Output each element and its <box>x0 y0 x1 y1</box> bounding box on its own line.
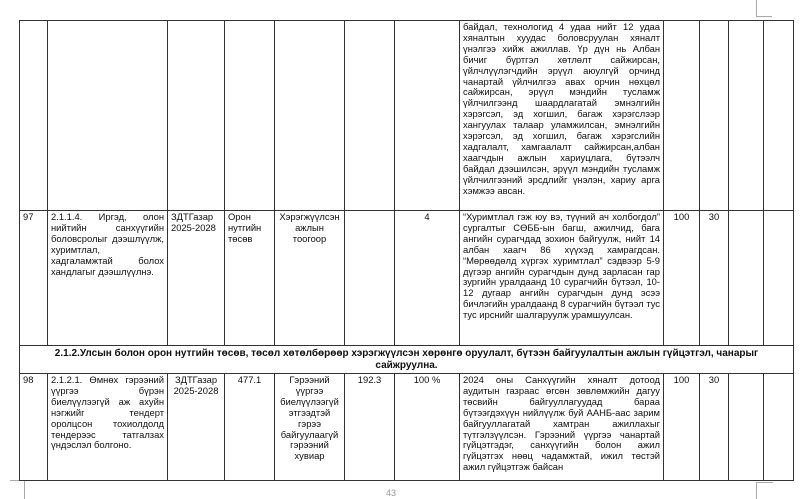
organization-cell <box>167 20 225 211</box>
page-corner-mark-bottom-right <box>756 482 773 499</box>
score-cell: 100 <box>663 210 700 346</box>
budget-cell: 477.1 <box>224 373 275 481</box>
empty-cell <box>728 210 764 346</box>
baseline-cell <box>344 210 395 346</box>
score-cell: 30 <box>699 373 729 481</box>
score-cell <box>699 20 729 211</box>
row-number: 98 <box>19 373 48 481</box>
budget-cell: Орон нутгийн төсөв <box>224 210 275 346</box>
table-row: байдал, технологид 4 удаа нийт 12 удаа х… <box>19 20 794 211</box>
score-cell: 100 <box>663 373 700 481</box>
target-cell: 4 <box>394 210 460 346</box>
table-row: 97 2.1.1.4. Иргэд, олон нийтийн санхүүги… <box>19 210 794 346</box>
report-cell: “Хуримтлал гэж юу вэ, түүний ач холбогдо… <box>459 210 664 346</box>
task-cell: 2.1.2.1. Өмнөх гэрээний үүргээ бүрэн бие… <box>47 373 168 481</box>
indicator-cell: Гэрээний үүргээ биелүүлээгүй этгээдтэй г… <box>274 373 345 481</box>
indicator-cell <box>274 20 345 211</box>
task-cell <box>47 20 168 211</box>
baseline-cell <box>344 20 395 211</box>
target-cell <box>394 20 460 211</box>
empty-cell <box>763 210 794 346</box>
report-cell: 2024 оны Санхүүгийн хяналт дотоод аудиты… <box>459 373 664 481</box>
page-number: 43 <box>386 488 397 498</box>
empty-cell <box>763 373 794 481</box>
empty-cell <box>728 373 764 481</box>
page-corner-mark-bottom-left <box>10 480 25 499</box>
indicator-cell: Хэрэгжүүлсэн ажлын тоогоор <box>274 210 345 346</box>
row-number: 97 <box>19 210 48 346</box>
table-row: 98 2.1.2.1. Өмнөх гэрээний үүргээ бүрэн … <box>19 373 794 481</box>
budget-cell <box>224 20 275 211</box>
organization-cell: ЗДТГазар 2025-2028 <box>167 373 225 481</box>
section-heading: 2.1.2.Улсын болон орон нутгийн төсөв, тө… <box>19 345 794 374</box>
baseline-cell: 192.3 <box>344 373 395 481</box>
target-cell: 100 % <box>394 373 460 481</box>
task-cell: 2.1.1.4. Иргэд, олон нийтийн санхүүгийн … <box>47 210 168 346</box>
empty-cell <box>763 20 794 211</box>
score-cell: 30 <box>699 210 729 346</box>
empty-cell <box>728 20 764 211</box>
row-number <box>19 20 48 211</box>
page-corner-mark-top-right-h <box>756 16 772 17</box>
report-cell: байдал, технологид 4 удаа нийт 12 удаа х… <box>459 20 664 211</box>
report-table: байдал, технологид 4 удаа нийт 12 удаа х… <box>19 20 794 481</box>
section-heading-row: 2.1.2.Улсын болон орон нутгийн төсөв, тө… <box>19 345 794 374</box>
organization-cell: ЗДТГазар 2025-2028 <box>167 210 225 346</box>
page-corner-mark-top-right <box>756 0 757 16</box>
score-cell <box>663 20 700 211</box>
